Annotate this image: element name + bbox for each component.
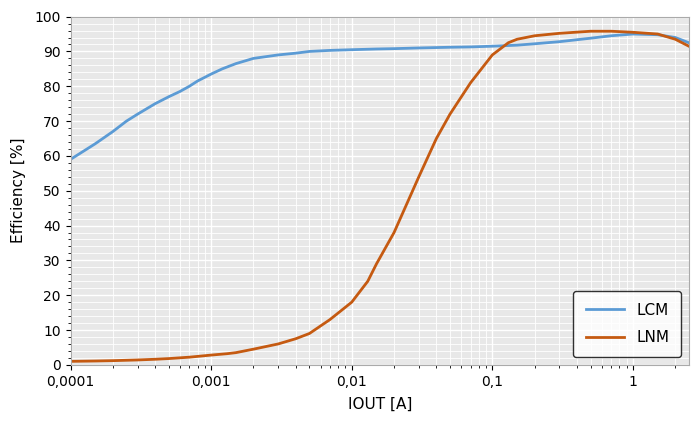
LNM — [629, 30, 637, 35]
LNM — [587, 29, 595, 34]
LCM — [91, 141, 99, 146]
LNM — [671, 37, 680, 42]
LNM — [249, 346, 258, 352]
LNM — [134, 357, 142, 363]
LNM — [685, 44, 693, 49]
LCM — [671, 35, 680, 40]
LCM — [66, 157, 75, 162]
LCM — [390, 46, 398, 51]
LNM — [274, 341, 282, 346]
LCM — [164, 94, 173, 99]
LNM — [390, 230, 398, 235]
LCM — [607, 33, 615, 38]
LCM — [531, 41, 539, 46]
LCM — [186, 84, 194, 89]
LNM — [207, 352, 216, 357]
LNM — [555, 31, 564, 36]
LCM — [629, 31, 637, 36]
LNM — [513, 37, 522, 42]
LNM — [372, 261, 381, 266]
X-axis label: IOUT [A]: IOUT [A] — [347, 397, 412, 412]
LCM — [685, 40, 693, 45]
LNM — [91, 358, 99, 363]
Line: LCM: LCM — [71, 34, 689, 159]
LNM — [151, 357, 160, 362]
LCM — [347, 47, 356, 52]
LNM — [232, 350, 240, 355]
LNM — [504, 40, 512, 45]
LCM — [249, 56, 258, 61]
LNM — [654, 31, 662, 36]
LNM — [607, 29, 615, 34]
Legend: LCM, LNM: LCM, LNM — [573, 291, 681, 357]
LNM — [305, 331, 314, 336]
Line: LNM: LNM — [71, 31, 689, 361]
LNM — [347, 299, 356, 305]
LNM — [164, 356, 173, 361]
LNM — [531, 33, 539, 38]
LNM — [108, 358, 117, 363]
LCM — [555, 39, 564, 44]
LNM — [223, 351, 232, 356]
LCM — [151, 101, 160, 106]
LCM — [488, 44, 496, 49]
LCM — [218, 66, 227, 71]
LNM — [66, 359, 75, 364]
LCM — [513, 43, 522, 48]
LCM — [466, 44, 475, 49]
LNM — [292, 336, 300, 341]
LNM — [414, 174, 423, 179]
LCM — [193, 79, 202, 84]
LNM — [363, 279, 372, 284]
Y-axis label: Efficiency [%]: Efficiency [%] — [11, 138, 26, 244]
LNM — [446, 112, 454, 117]
LCM — [274, 52, 282, 58]
LCM — [232, 61, 240, 66]
LNM — [186, 354, 194, 360]
LCM — [654, 32, 662, 37]
LCM — [176, 89, 184, 94]
LNM — [466, 80, 475, 85]
LCM — [305, 49, 314, 54]
LCM — [292, 51, 300, 56]
LNM — [432, 136, 440, 141]
LCM — [134, 112, 142, 117]
LCM — [446, 45, 454, 50]
LNM — [488, 52, 496, 58]
LCM — [122, 118, 131, 124]
LNM — [326, 317, 334, 322]
LCM — [414, 45, 423, 50]
LCM — [326, 48, 334, 53]
LCM — [207, 71, 216, 77]
LCM — [372, 47, 381, 52]
LCM — [587, 36, 595, 41]
LCM — [108, 129, 117, 134]
